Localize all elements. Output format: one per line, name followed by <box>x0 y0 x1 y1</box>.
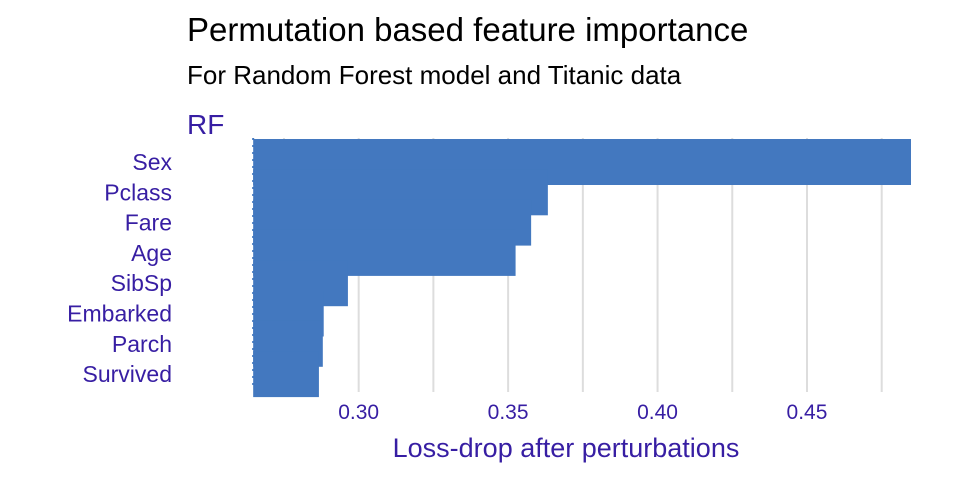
facet-label: RF <box>187 109 224 140</box>
category-label-embarked: Embarked <box>67 301 172 327</box>
category-label-parch: Parch <box>112 331 172 357</box>
chart-title: Permutation based feature importance <box>187 11 748 48</box>
x-tick-label: 0.30 <box>338 401 379 424</box>
category-label-age: Age <box>131 240 172 266</box>
category-label-sibsp: SibSp <box>111 270 172 296</box>
x-tick-label: 0.35 <box>488 401 529 424</box>
bars <box>253 139 911 398</box>
x-axis-label: Loss-drop after perturbations <box>393 433 740 463</box>
bar-survived <box>253 351 319 398</box>
category-labels: Sex Pclass Fare Age SibSp Embarked Parch Surviv… <box>67 149 172 387</box>
category-label-pclass: Pclass <box>104 179 172 205</box>
category-label-sex: Sex <box>132 149 172 175</box>
x-tick-label: 0.45 <box>787 401 828 424</box>
category-label-fare: Fare <box>125 210 172 236</box>
chart-subtitle: For Random Forest model and Titanic data <box>187 60 682 90</box>
x-tick-labels: 0.30 0.35 0.40 0.45 <box>338 401 827 424</box>
category-label-survived: Survived <box>83 361 172 387</box>
x-tick-label: 0.40 <box>637 401 678 424</box>
